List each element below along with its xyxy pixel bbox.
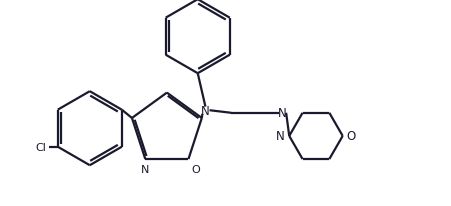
Text: O: O (191, 164, 199, 174)
Text: N: N (141, 164, 149, 174)
Text: N: N (277, 107, 286, 120)
Text: N: N (276, 130, 285, 143)
Text: N: N (201, 104, 209, 117)
Text: O: O (346, 130, 355, 143)
Text: Cl: Cl (36, 142, 46, 152)
